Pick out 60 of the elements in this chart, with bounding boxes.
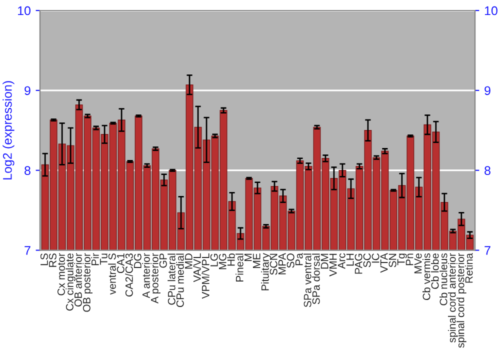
x-tick-label: OB posterior <box>82 253 92 312</box>
x-tick-label: Pir <box>91 253 99 266</box>
y-tick-label: 9 <box>24 86 30 96</box>
x-tick-label: SO <box>286 254 294 268</box>
x-tick-label: SPa dorsal <box>312 254 320 304</box>
x-tick-label: Cb nucleus <box>439 253 448 306</box>
x-tick-label: A posterior <box>150 253 160 304</box>
x-tick-label: Pa <box>295 253 303 266</box>
x-tick-label: Tu <box>100 254 108 265</box>
x-tick-label: Arc <box>338 253 346 269</box>
x-tick-label: CA2/CA3 <box>125 253 133 296</box>
x-tick-label: RS <box>48 254 56 267</box>
y2-tick-label: 7 <box>484 246 490 255</box>
x-tick-label: CA1 <box>116 254 124 274</box>
y2-tick-label: 10 <box>484 6 498 16</box>
x-tick-label: A anterior <box>142 253 150 298</box>
x-tick-label: Cb vermis <box>422 253 430 300</box>
x-tick-label: OB anterior <box>74 253 82 306</box>
x-tick-label: DM <box>320 254 328 269</box>
x-tick-label: LG <box>210 254 218 266</box>
x-tick-label: GP <box>159 254 167 268</box>
x-tick-label: LH <box>346 254 354 266</box>
x-tick-label: Retina <box>464 253 473 283</box>
y2-tick-label: 8 <box>484 166 490 175</box>
x-tick-label: Hb <box>227 253 235 266</box>
x-tick-label: ventral S <box>108 254 116 295</box>
x-tick-label: CPu medial <box>176 254 184 308</box>
x-tick-label: ME <box>252 253 260 268</box>
x-tick-label: M <box>244 254 252 261</box>
x-tick-label: DG <box>134 254 142 268</box>
x-tick-label: Pn <box>406 254 414 266</box>
x-tick-label: spinal cord anterior <box>448 253 458 342</box>
x-tick-label: LS <box>40 254 48 266</box>
x-tick-label: MVe <box>414 253 422 274</box>
y2-tick-label: 9 <box>484 86 490 96</box>
x-tick-label: Cx cingulate <box>66 253 76 311</box>
x-tick-label: Cx motor <box>57 253 65 296</box>
x-tick-label: SPa ventral <box>304 254 312 308</box>
x-tick-label: Pineal <box>236 254 244 282</box>
x-tick-label: Cb lobe <box>431 253 439 289</box>
x-tick-label: CPu lateral <box>168 254 176 305</box>
x-tick-label: SC <box>363 253 371 268</box>
y-tick-label: 8 <box>24 166 30 175</box>
x-tick-label: SCN <box>270 254 278 275</box>
x-tick-label: VPM/VPL <box>202 253 210 299</box>
y-tick-label: 10 <box>18 6 30 16</box>
x-tick-label: MPA <box>278 253 286 274</box>
x-tick-label: Tg <box>397 254 407 266</box>
x-tick-label: SN <box>388 254 396 268</box>
x-tick-label: VMH <box>329 254 337 276</box>
x-tick-label: Pituitary <box>261 253 271 290</box>
x-tick-label: PAG <box>354 254 362 274</box>
x-tick-label: MG <box>218 254 226 270</box>
x-tick-label: VTA <box>380 253 388 273</box>
x-tick-label: spinal cord posterior <box>456 253 466 348</box>
y-axis-title: Log2 (expression) <box>2 81 14 180</box>
x-tick-label: IC <box>372 253 380 263</box>
y-tick-label: 7 <box>24 246 30 255</box>
x-tick-label: VA/VL <box>193 253 201 282</box>
x-tick-label: MD <box>185 254 192 269</box>
